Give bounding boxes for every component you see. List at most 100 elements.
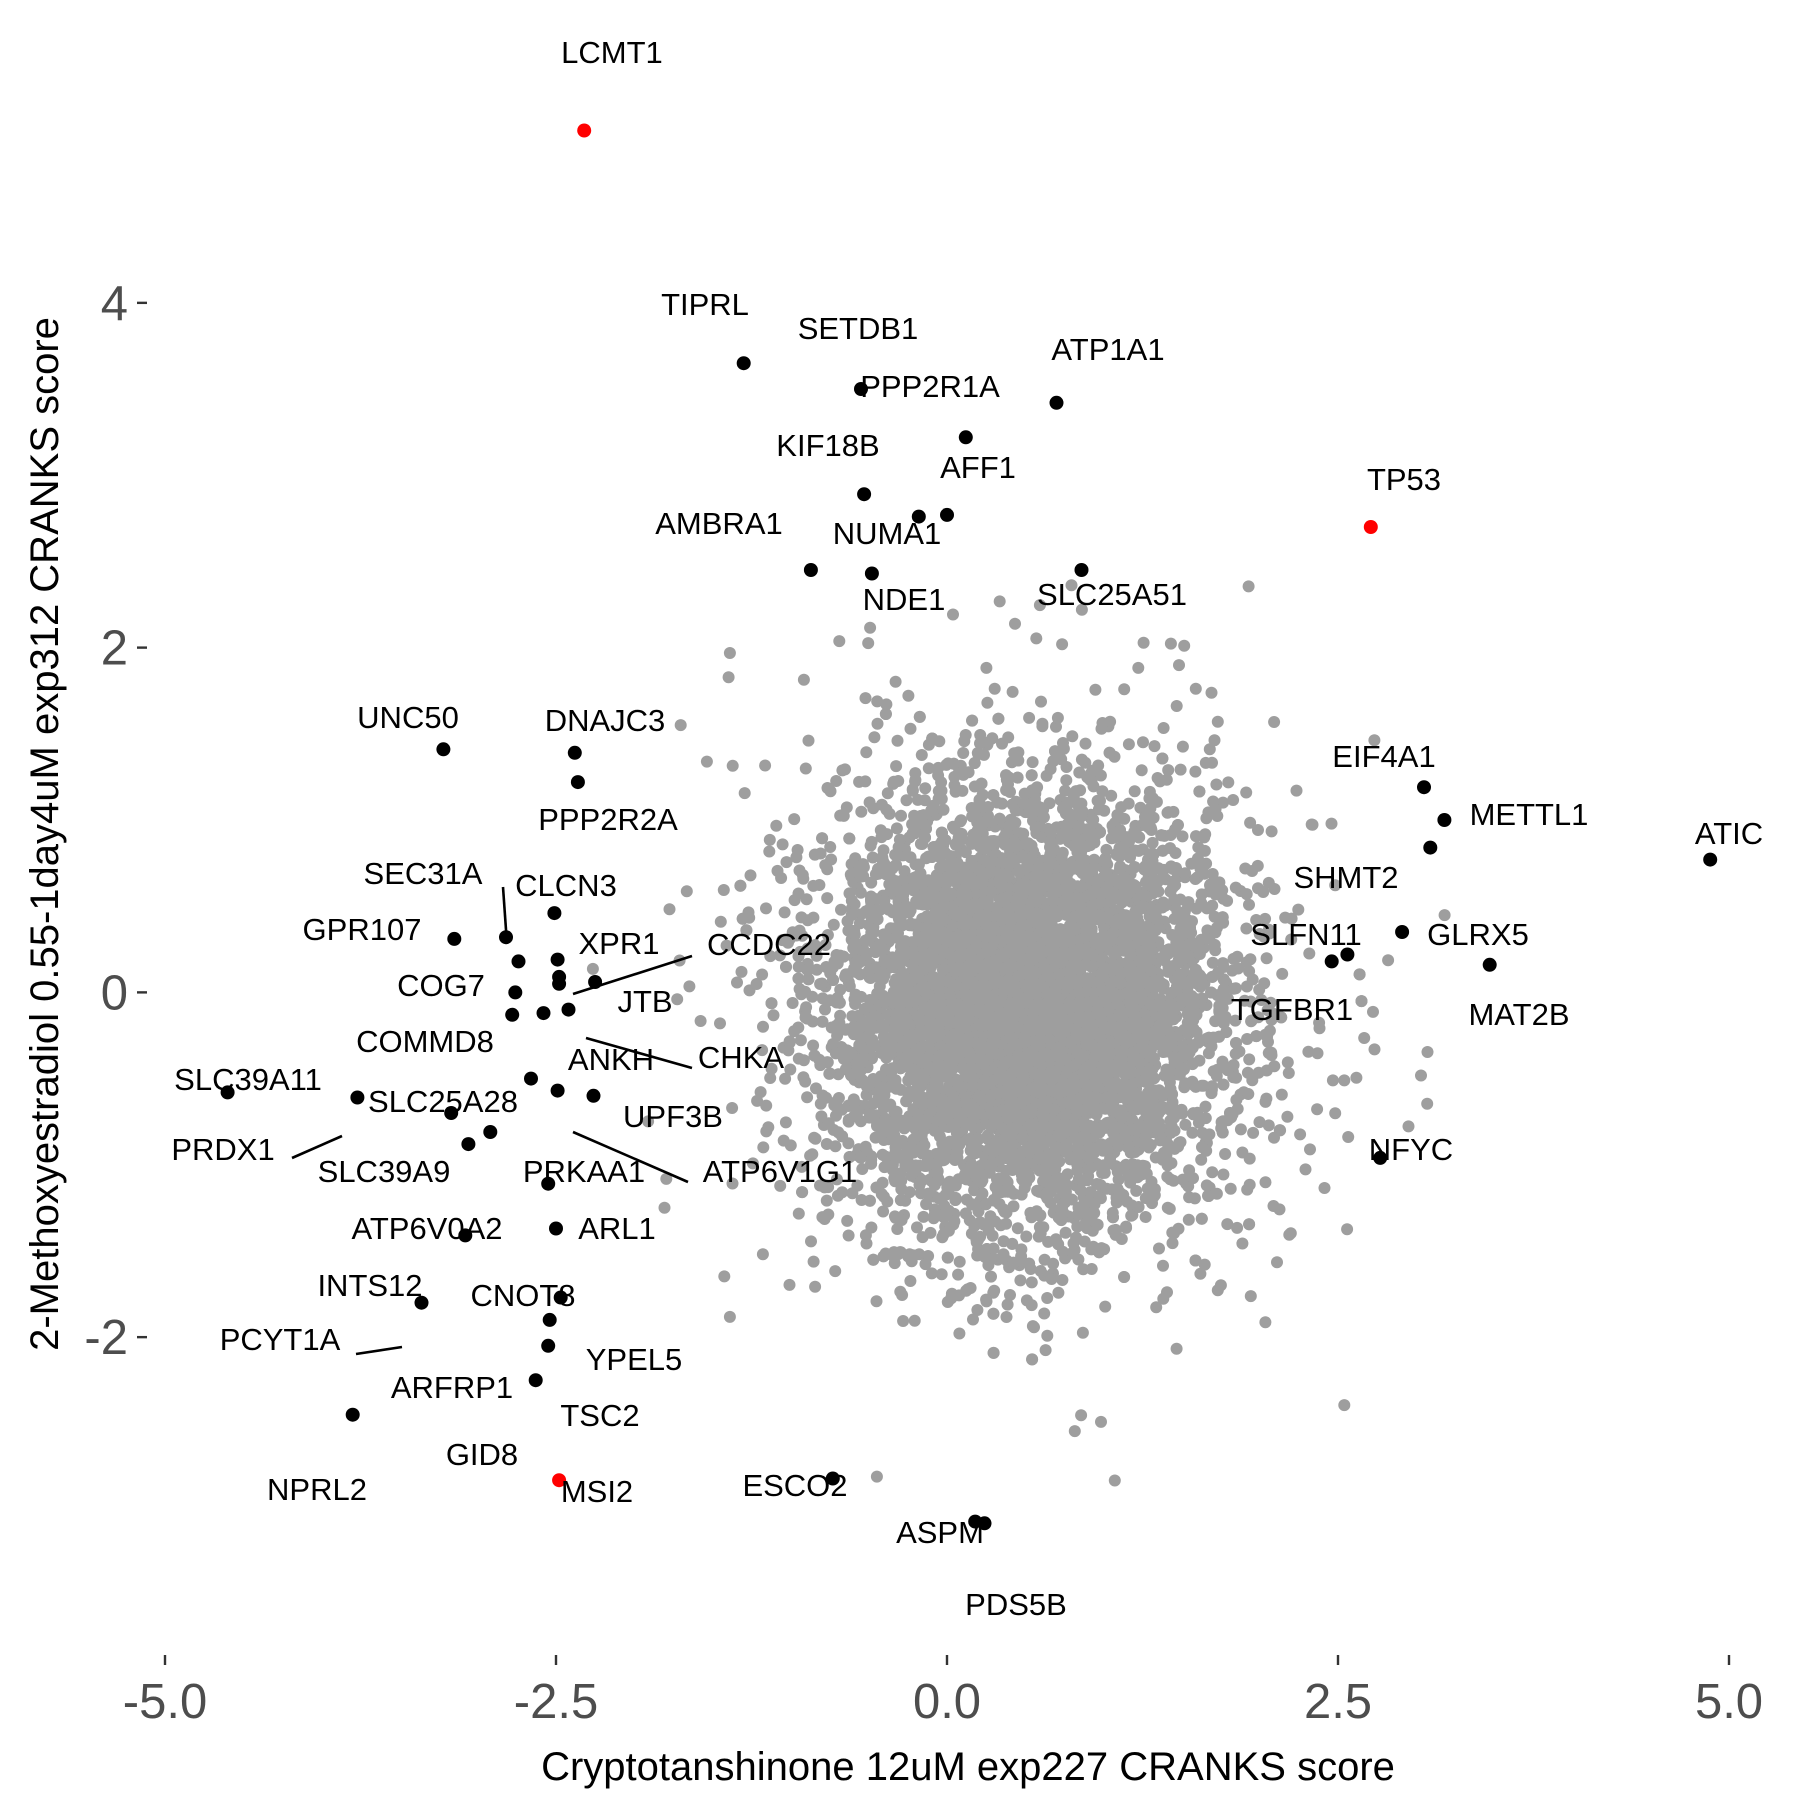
background-point: [1090, 1178, 1103, 1190]
background-point: [802, 734, 815, 747]
background-point: [1115, 1161, 1128, 1174]
background-point: [1025, 1276, 1038, 1289]
background-point: [1009, 617, 1021, 630]
background-point: [1281, 1056, 1294, 1069]
background-point: [925, 1267, 938, 1280]
background-point: [806, 1148, 819, 1161]
background-point: [849, 988, 862, 1001]
background-point: [714, 1017, 726, 1030]
background-point: [694, 1015, 707, 1027]
background-point: [1231, 950, 1244, 963]
background-point: [917, 1210, 930, 1223]
background-point: [1118, 683, 1131, 696]
background-point: [1242, 580, 1255, 593]
background-point: [770, 819, 783, 832]
background-point: [1242, 1088, 1255, 1100]
background-point: [856, 1163, 869, 1175]
background-point: [1132, 661, 1145, 674]
background-point: [778, 906, 791, 919]
background-point: [1170, 700, 1183, 712]
background-point: [1243, 1053, 1256, 1066]
background-point: [586, 962, 599, 975]
background-point: [981, 696, 994, 709]
background-point: [904, 722, 917, 735]
background-point: [898, 865, 911, 878]
background-point: [1284, 1227, 1297, 1240]
background-point: [892, 841, 905, 854]
background-point: [807, 1039, 820, 1052]
background-point: [799, 762, 812, 775]
background-point: [819, 1003, 831, 1016]
background-point: [1222, 776, 1235, 789]
background-point: [1099, 1300, 1112, 1313]
background-point: [1035, 695, 1047, 708]
background-point: [1055, 1176, 1068, 1189]
background-point: [806, 1015, 819, 1028]
background-point: [1207, 795, 1220, 808]
background-point: [1338, 1399, 1351, 1412]
background-point: [949, 1154, 961, 1166]
background-point: [862, 637, 875, 650]
background-point: [793, 983, 806, 995]
background-point: [717, 884, 730, 896]
background-point: [1026, 756, 1039, 769]
background-point: [810, 949, 823, 962]
background-point: [1150, 1301, 1163, 1314]
background-point: [834, 809, 847, 822]
background-point: [1244, 1290, 1257, 1303]
background-point: [1068, 1425, 1081, 1438]
background-point: [1014, 1274, 1027, 1287]
background-point: [1103, 1157, 1116, 1170]
background-point: [924, 1226, 937, 1239]
background-point: [1149, 924, 1162, 937]
background-point: [1206, 1166, 1219, 1179]
background-point: [833, 635, 846, 648]
background-point: [988, 682, 1001, 695]
background-point: [820, 1194, 833, 1207]
background-point: [1020, 1230, 1033, 1243]
background-point: [642, 1115, 655, 1128]
background-point: [1311, 1047, 1324, 1060]
background-point: [1210, 778, 1223, 791]
background-point: [891, 1223, 904, 1235]
background-point: [988, 1284, 1001, 1297]
background-point: [1402, 1120, 1415, 1133]
background-point: [854, 908, 867, 921]
background-point: [1438, 909, 1451, 922]
background-point: [1023, 711, 1036, 724]
background-point: [1015, 1243, 1028, 1256]
background-point: [1051, 711, 1064, 724]
background-point: [1050, 1233, 1062, 1246]
background-point: [808, 1131, 821, 1144]
background-point: [1176, 1173, 1189, 1186]
background-point: [757, 1141, 770, 1154]
background-point: [1100, 843, 1113, 856]
background-point: [1253, 1116, 1266, 1129]
background-point: [830, 775, 843, 787]
background-point: [830, 1173, 843, 1186]
background-point: [1211, 1284, 1224, 1297]
background-point: [1203, 743, 1216, 756]
background-point: [849, 998, 862, 1010]
background-point: [1080, 1215, 1092, 1228]
background-point: [1162, 764, 1175, 777]
background-point: [911, 1221, 923, 1234]
background-point: [1260, 1064, 1273, 1077]
background-point: [1196, 1127, 1209, 1139]
background-point: [1189, 765, 1202, 778]
background-point: [1208, 734, 1221, 747]
background-point: [1179, 1077, 1192, 1090]
background-point: [1199, 756, 1212, 769]
background-point: [1198, 831, 1211, 844]
background-point: [900, 794, 913, 807]
background-point: [827, 918, 840, 931]
background-point: [1199, 1100, 1212, 1113]
background-point: [760, 902, 772, 915]
background-point: [1059, 1226, 1072, 1239]
background-point: [1243, 898, 1255, 911]
background-point: [1236, 1237, 1249, 1250]
background-point: [1151, 772, 1164, 784]
background-point: [1182, 1213, 1195, 1226]
